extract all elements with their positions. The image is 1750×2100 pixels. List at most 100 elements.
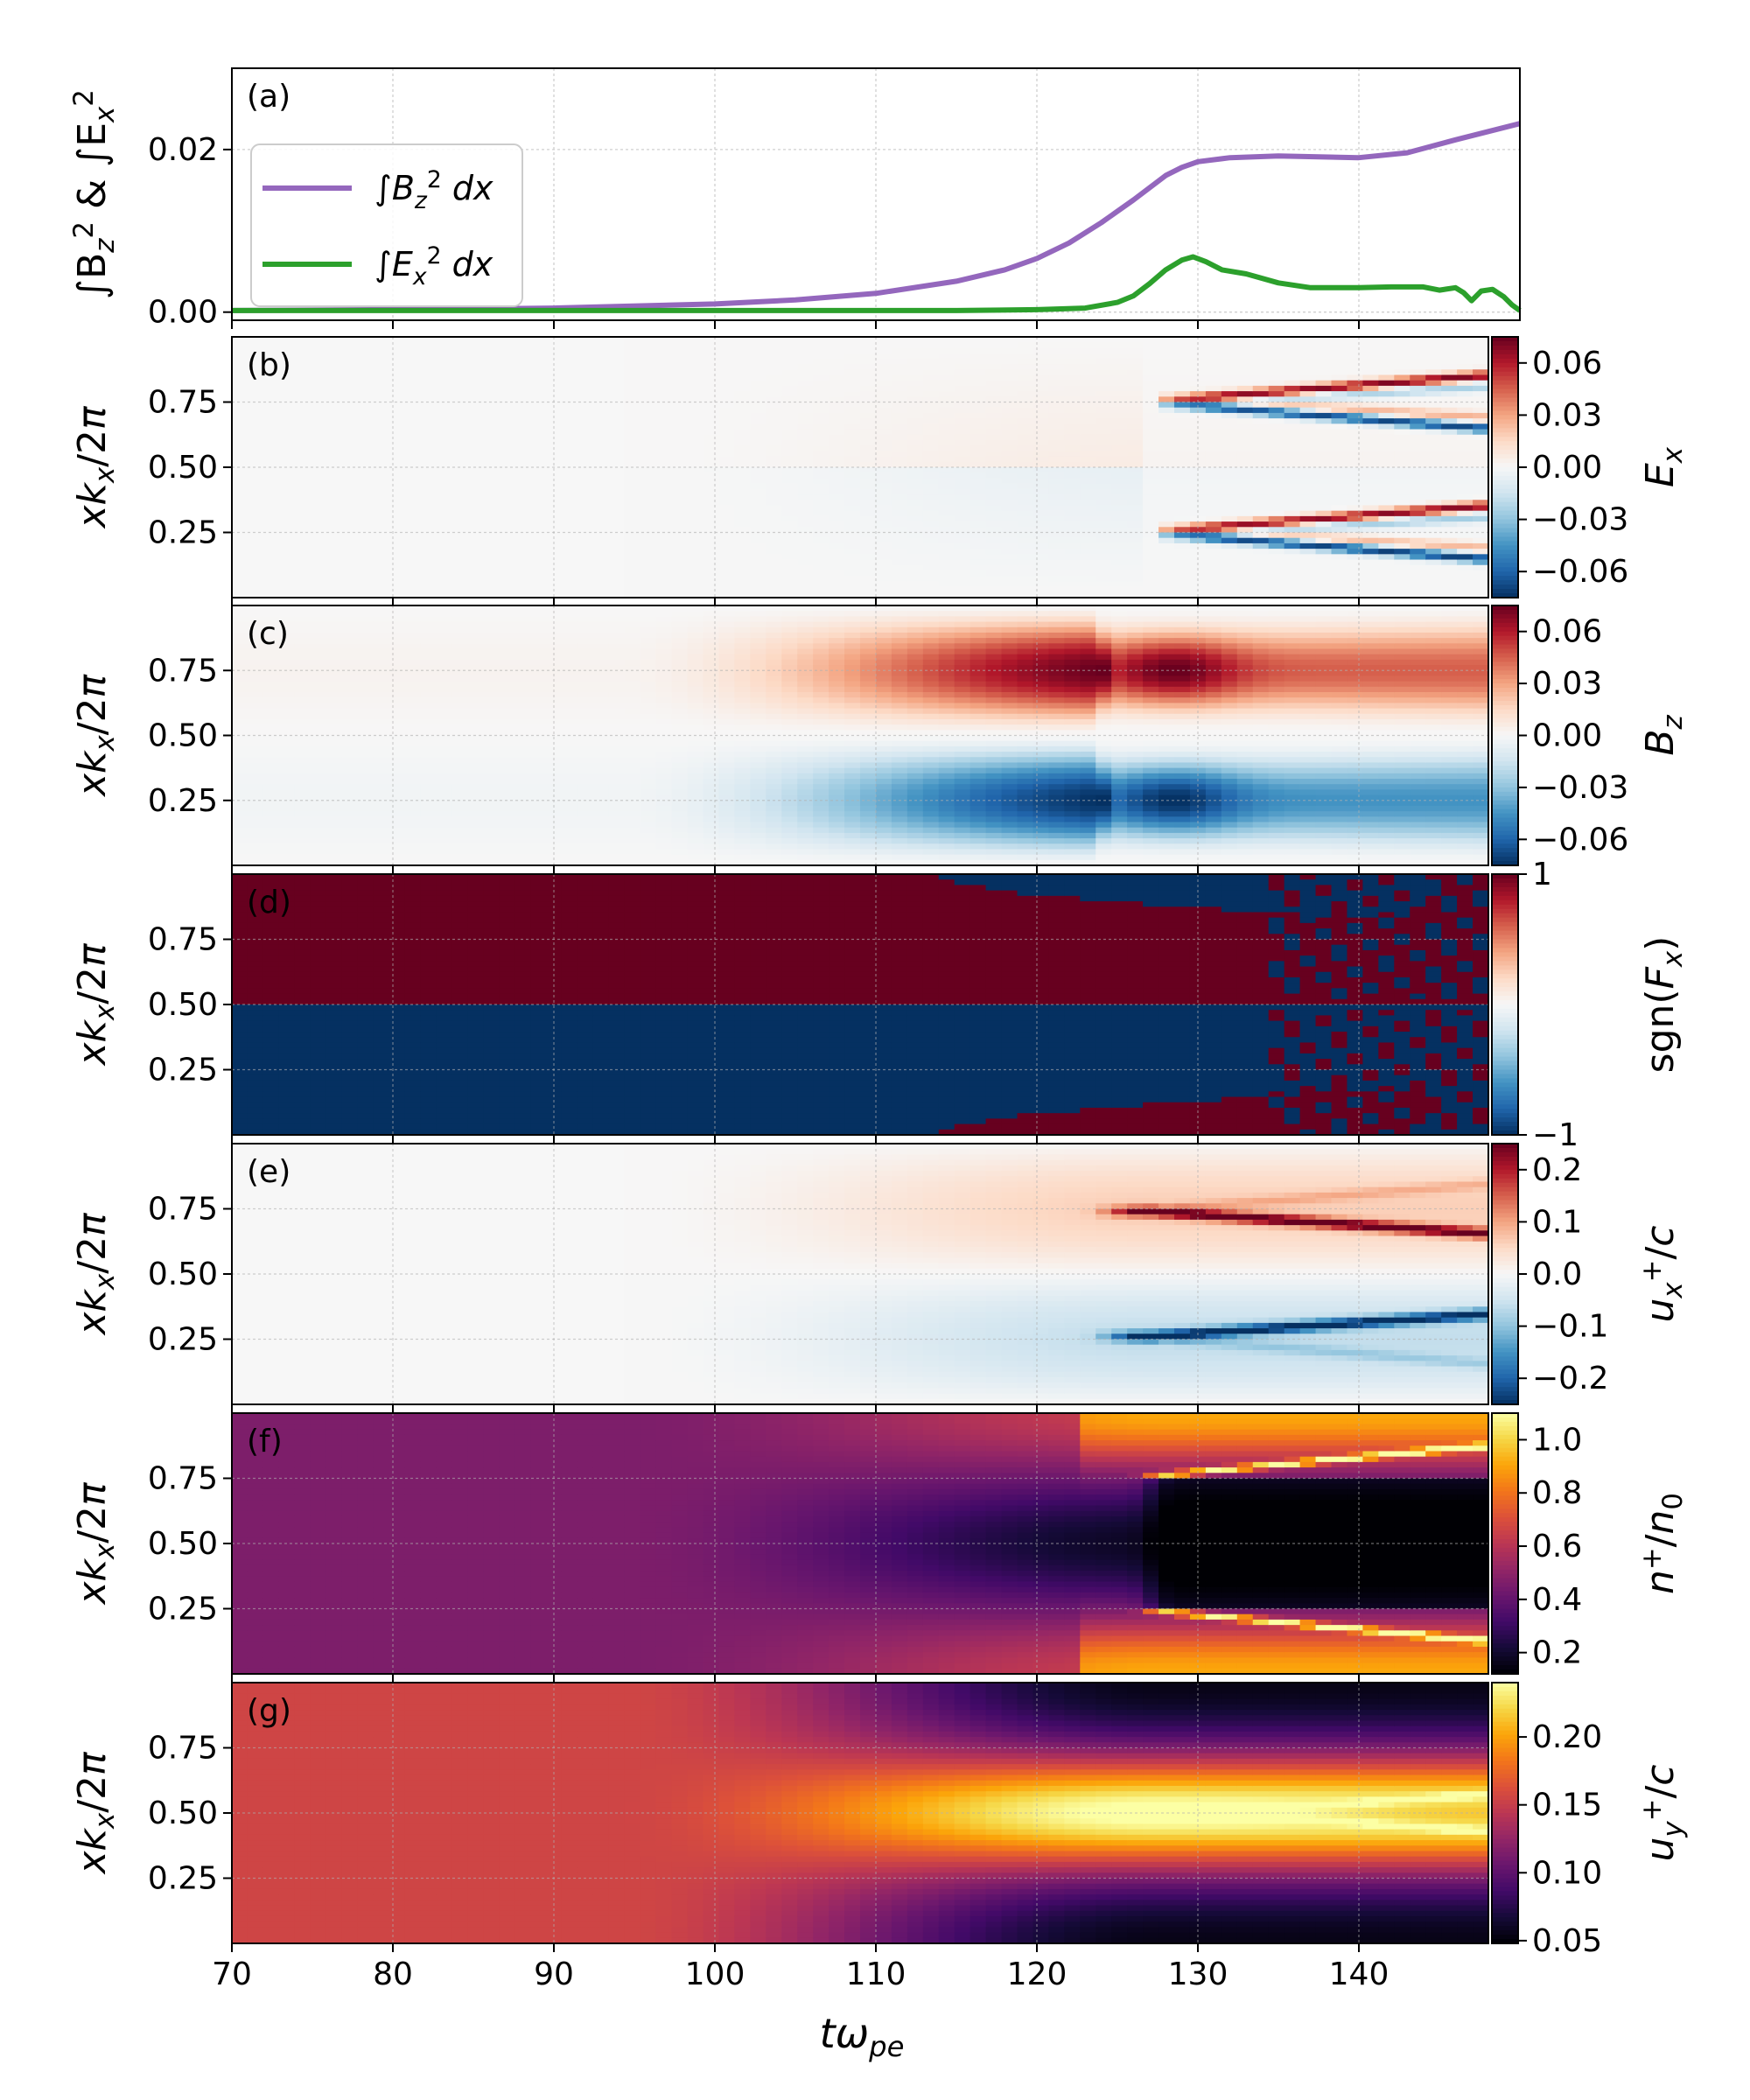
heatmap-cell [263,838,280,844]
heatmap-cell [483,359,500,365]
heatmap-cell [232,697,248,704]
heatmap-cell [844,374,861,381]
heatmap-cell [734,408,751,414]
heatmap-cell [404,724,421,731]
heatmap-cell [1143,533,1159,539]
heatmap-cell [562,467,578,473]
heatmap-cell [295,654,312,661]
heatmap-cell [1158,369,1175,375]
heatmap-cell [1002,560,1018,566]
heatmap-cell [232,364,248,370]
heatmap-cell [295,611,312,617]
heatmap-cell [1362,543,1379,550]
heatmap-cell [279,413,296,419]
heatmap-cell [1347,581,1363,587]
heatmap-cell [986,369,1003,375]
heatmap-cell [578,347,594,354]
heatmap-cell [311,838,327,844]
heatmap-cell [1018,565,1034,571]
heatmap-cell [483,719,500,725]
heatmap-cell [1425,570,1442,577]
heatmap-cell [1206,386,1222,392]
heatmap-cell [593,364,610,370]
heatmap-cell [436,724,452,731]
heatmap-cell [1347,354,1363,360]
heatmap-cell [1332,457,1348,463]
colorbar-segment [1492,389,1518,395]
heatmap-cell [263,714,280,720]
heatmap-cell [1347,576,1363,582]
heatmap-cell [923,500,940,506]
heatmap-cell [1206,494,1222,500]
heatmap-cell [892,522,908,528]
heatmap-cell [672,505,689,511]
heatmap-cell [939,484,956,490]
heatmap-cell [452,654,468,661]
heatmap-cell [358,801,374,807]
heatmap-cell [263,581,280,587]
heatmap-cell [342,736,359,742]
heatmap-cell [656,472,673,479]
heatmap-cell [1332,430,1348,436]
heatmap-cell [248,784,264,790]
heatmap-cell [499,752,515,758]
heatmap-cell [1425,462,1442,468]
heatmap-cell [1441,396,1458,402]
heatmap-cell [404,381,421,387]
heatmap-cell [688,435,704,441]
heatmap-cell [326,676,343,682]
heatmap-cell [1174,554,1191,560]
heatmap-cell [829,430,845,436]
heatmap-cell [483,391,500,397]
heatmap-cell [1111,505,1128,511]
heatmap-cell [734,430,751,436]
heatmap-cell [389,538,406,544]
heatmap-cell [718,342,735,348]
heatmap-cell [1441,369,1458,375]
heatmap-cell [1394,472,1410,479]
heatmap-cell [263,440,280,446]
colorbar-segment [1492,385,1518,390]
heatmap-cell [311,768,327,774]
heatmap-cell [750,543,766,550]
heatmap-cell [797,467,814,473]
heatmap-cell [248,549,264,555]
heatmap-cell [593,511,610,517]
heatmap-cell [1127,522,1144,528]
heatmap-cell [374,627,390,634]
heatmap-cell [420,342,437,348]
heatmap-cell [750,418,766,424]
heatmap-cell [750,440,766,446]
heatmap-cell [844,549,861,555]
heatmap-cell [1032,408,1049,414]
heatmap-cell [578,445,594,452]
heatmap-cell [1394,374,1410,381]
heatmap-cell [1347,364,1363,370]
heatmap-cell [593,354,610,360]
heatmap-cell [656,342,673,348]
heatmap-cell [279,816,296,822]
heatmap-cell [263,697,280,704]
heatmap-cell [939,347,956,354]
heatmap-cell [1018,494,1034,500]
heatmap-cell [688,560,704,566]
heatmap-cell [1018,467,1034,473]
heatmap-cell [1143,359,1159,365]
heatmap-cell [1473,511,1489,517]
heatmap-cell [436,570,452,577]
heatmap-cell [263,430,280,436]
heatmap-cell [923,386,940,392]
heatmap-cell [404,849,421,855]
heatmap-cell [829,440,845,446]
heatmap-cell [1174,347,1191,354]
heatmap-cell [483,565,500,571]
heatmap-cell [404,359,421,365]
heatmap-cell [1096,522,1112,528]
heatmap-cell [436,413,452,419]
heatmap-cell [1362,472,1379,479]
heatmap-cell [420,457,437,463]
colorbar-segment [1492,458,1518,464]
heatmap-cell [1441,533,1458,539]
heatmap-cell [232,570,248,577]
heatmap-cell [1457,354,1474,360]
